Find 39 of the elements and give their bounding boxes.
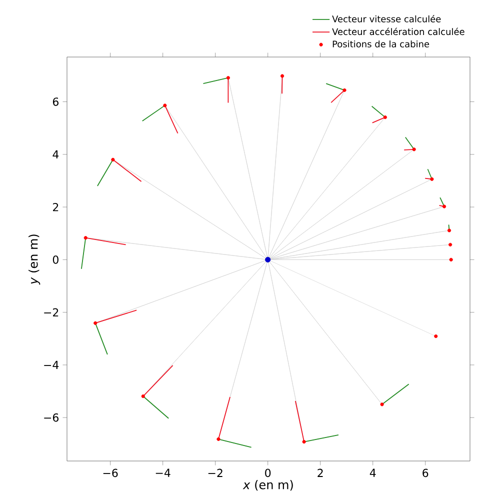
x-tick-label: 2 [318,468,323,477]
x-axis-title: x (en m) [242,480,293,491]
point [448,242,452,246]
y-tick-label: −4 [44,360,59,369]
x-tick-label: 6 [422,468,428,478]
point [163,104,167,108]
legend-label: Positions de la cabine [332,40,430,48]
point [442,204,446,208]
y-tick-label: −2 [44,308,58,316]
point [380,402,384,406]
point [141,394,145,398]
point [226,76,230,80]
point [216,437,220,441]
x-tick-label: −4 [156,468,170,477]
point [302,440,306,444]
point [447,228,452,232]
y-tick-label: 0 [52,256,58,264]
x-tick-label: 4 [370,468,376,477]
x-tick-label: −6 [103,468,118,478]
y-axis-title: y (en m) [28,234,40,285]
point [280,74,284,78]
x-tick-label: 0 [265,468,271,478]
y-tick-label: 6 [52,98,59,106]
point [383,115,387,120]
point [84,236,88,240]
legend-label: Vecteur vitesse calculée [332,15,441,22]
y-tick-label: 4 [52,150,59,158]
point [111,158,115,162]
point [265,256,271,262]
point [430,177,434,181]
point [342,88,346,92]
y-tick-label: −6 [44,413,59,422]
point [94,321,98,325]
y-tick-label: 2 [53,202,58,212]
x-tick-label: −2 [208,468,222,477]
point [412,148,416,152]
point [449,258,453,262]
legend-label: Vecteur accélération calculée [332,28,464,36]
point [434,334,438,338]
